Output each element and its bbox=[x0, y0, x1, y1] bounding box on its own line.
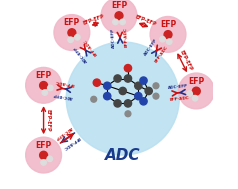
Text: EFP-ADC: EFP-ADC bbox=[154, 45, 169, 64]
Text: EFP: EFP bbox=[160, 20, 176, 29]
Circle shape bbox=[145, 87, 152, 94]
Circle shape bbox=[54, 15, 90, 50]
Circle shape bbox=[192, 87, 200, 95]
Circle shape bbox=[66, 42, 179, 155]
Circle shape bbox=[68, 37, 73, 43]
Text: EFP-ADC: EFP-ADC bbox=[169, 96, 189, 102]
Circle shape bbox=[101, 0, 137, 33]
Text: ADC-EFP: ADC-EFP bbox=[55, 125, 73, 140]
Circle shape bbox=[115, 12, 123, 20]
Text: EFP: EFP bbox=[35, 141, 52, 150]
Text: ADC: ADC bbox=[105, 148, 141, 163]
Text: EFP: EFP bbox=[64, 18, 80, 27]
Circle shape bbox=[40, 151, 48, 159]
Circle shape bbox=[47, 156, 53, 162]
Circle shape bbox=[41, 160, 46, 165]
Circle shape bbox=[26, 67, 61, 103]
Circle shape bbox=[135, 82, 142, 89]
Circle shape bbox=[40, 81, 48, 89]
Text: EFP-ADC: EFP-ADC bbox=[124, 27, 129, 47]
Text: EFP-ADC: EFP-ADC bbox=[83, 37, 98, 56]
Text: ADC-EFP: ADC-EFP bbox=[111, 28, 116, 48]
Text: ADC-EFP: ADC-EFP bbox=[168, 84, 188, 90]
Text: EFP-ADC: EFP-ADC bbox=[62, 136, 80, 150]
Text: EFP: EFP bbox=[35, 71, 52, 80]
Circle shape bbox=[42, 90, 48, 95]
Circle shape bbox=[113, 19, 118, 25]
Text: ADC-EFP: ADC-EFP bbox=[144, 38, 159, 57]
Text: ADC-EFP: ADC-EFP bbox=[53, 91, 73, 98]
Circle shape bbox=[104, 92, 111, 100]
Circle shape bbox=[160, 36, 165, 42]
Circle shape bbox=[164, 31, 172, 39]
Text: EFP-ADC: EFP-ADC bbox=[55, 79, 75, 86]
Text: EFP-EFP: EFP-EFP bbox=[46, 109, 51, 132]
Circle shape bbox=[192, 95, 198, 101]
Circle shape bbox=[140, 98, 147, 105]
Circle shape bbox=[150, 16, 186, 52]
Circle shape bbox=[93, 79, 100, 86]
Circle shape bbox=[124, 75, 132, 82]
Text: EFP-EFP: EFP-EFP bbox=[82, 13, 105, 26]
Circle shape bbox=[26, 137, 61, 173]
Circle shape bbox=[135, 92, 142, 100]
Circle shape bbox=[114, 75, 121, 82]
Text: ADC-EFP: ADC-EFP bbox=[73, 45, 88, 63]
Text: EFP-EFP: EFP-EFP bbox=[179, 49, 194, 72]
Text: EFP: EFP bbox=[111, 1, 127, 10]
Circle shape bbox=[68, 29, 76, 37]
Circle shape bbox=[91, 96, 97, 102]
Circle shape bbox=[153, 93, 159, 99]
Circle shape bbox=[124, 64, 132, 72]
Circle shape bbox=[187, 91, 192, 96]
Circle shape bbox=[140, 77, 147, 84]
Circle shape bbox=[178, 73, 214, 109]
Circle shape bbox=[125, 111, 131, 117]
Circle shape bbox=[75, 35, 80, 40]
Circle shape bbox=[120, 19, 125, 25]
Circle shape bbox=[167, 39, 172, 44]
Circle shape bbox=[124, 100, 132, 107]
Circle shape bbox=[119, 87, 126, 94]
Text: EFP-EFP: EFP-EFP bbox=[134, 14, 157, 27]
Circle shape bbox=[114, 100, 121, 107]
Circle shape bbox=[104, 82, 111, 89]
Circle shape bbox=[48, 85, 53, 91]
Text: EFP: EFP bbox=[188, 77, 204, 86]
Circle shape bbox=[153, 83, 159, 89]
